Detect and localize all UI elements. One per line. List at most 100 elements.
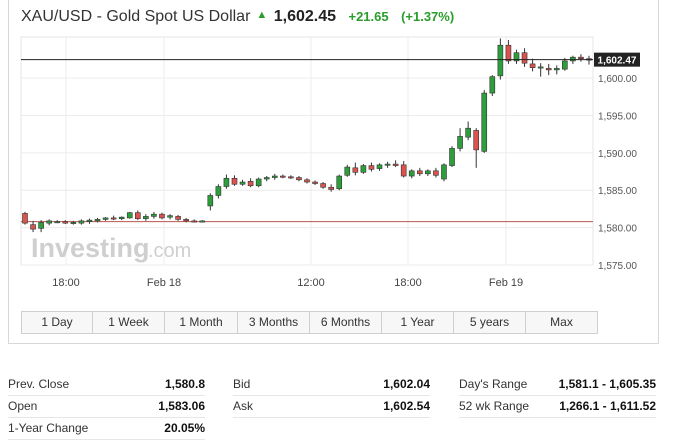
candle-up xyxy=(102,217,109,220)
candle-up xyxy=(513,52,520,62)
candle-up xyxy=(38,222,44,229)
stat-row: Prev. Close 1,580.8 xyxy=(8,374,205,396)
candle-up xyxy=(344,166,351,176)
up-arrow-icon: ▲ xyxy=(256,9,268,21)
candle-down xyxy=(231,177,238,185)
stat-label: 1-Year Change xyxy=(8,421,89,435)
range-1-month[interactable]: 1 Month xyxy=(165,312,238,333)
candle-up xyxy=(143,216,149,219)
current-price-tag xyxy=(594,52,640,67)
stat-row: Day's Range 1,581.1 - 1,605.35 xyxy=(459,374,656,396)
candle-up xyxy=(94,219,101,222)
candle-down xyxy=(296,177,302,181)
range-6-months[interactable]: 6 Months xyxy=(310,312,382,333)
candle-down xyxy=(433,170,439,176)
candle-up xyxy=(570,56,576,62)
stat-row: 52 wk Range 1,266.1 - 1,611.52 xyxy=(459,396,656,418)
candle-up xyxy=(425,170,431,175)
candle-up xyxy=(199,220,206,223)
range-1-year[interactable]: 1 Year xyxy=(382,312,454,333)
stat-value: 1,580.8 xyxy=(164,377,205,391)
candle-down xyxy=(280,175,286,178)
range-3-months[interactable]: 3 Months xyxy=(238,312,310,333)
stat-value: 1,602.04 xyxy=(383,377,430,391)
candle-down xyxy=(529,63,536,68)
chart-widget: XAU/USD - Gold Spot US Dollar ▲ 1,602.45 … xyxy=(8,0,659,344)
range-1-day[interactable]: 1 Day xyxy=(22,312,93,333)
range-5-years[interactable]: 5 years xyxy=(454,312,526,333)
candle-up xyxy=(271,175,278,178)
x-tick-label: 12:00 xyxy=(297,277,325,289)
stats-column-2: Bid 1,602.04 Ask 1,602.54 xyxy=(233,374,430,418)
time-range-selector: 1 Day 1 Week 1 Month 3 Months 6 Months 1 Year… xyxy=(21,311,598,334)
candle-down xyxy=(392,163,399,166)
candlestick-chart[interactable]: 1,600.00 1,595.00 1,590.00 1,585.00 1,580.00… xyxy=(9,0,658,310)
stat-value: 1,266.1 - 1,611.52 xyxy=(559,399,656,413)
stat-value: 1,581.1 - 1,605.35 xyxy=(558,377,656,391)
candle-up xyxy=(481,92,488,152)
y-tick-label: 1,580.00 xyxy=(598,224,637,235)
candle-down xyxy=(22,213,28,224)
stat-label: Bid xyxy=(233,377,251,391)
stat-label: 52 wk Range xyxy=(459,399,530,413)
candle-up xyxy=(457,136,463,149)
stat-label: Prev. Close xyxy=(8,377,70,391)
candle-down xyxy=(159,213,165,219)
quote-header: XAU/USD - Gold Spot US Dollar ▲ 1,602.45 … xyxy=(21,8,454,26)
candle-down xyxy=(521,52,528,64)
candle-up xyxy=(384,163,391,166)
x-tick-label: 18:00 xyxy=(52,277,80,289)
candle-down xyxy=(368,165,375,170)
y-tick-label: 1,575.00 xyxy=(598,261,637,272)
stat-row: 1-Year Change 20.05% xyxy=(8,418,205,440)
stat-value: 1,583.06 xyxy=(158,399,205,413)
stat-row: Open 1,583.06 xyxy=(8,396,205,418)
plot-frame xyxy=(20,36,594,266)
price-change: +21.65 xyxy=(348,9,389,24)
candle-up xyxy=(70,222,77,224)
candle-up xyxy=(255,178,262,187)
investing-watermark-suffix: .com xyxy=(148,240,191,262)
y-tick-label: 1,600.00 xyxy=(598,74,637,85)
candle-up xyxy=(118,216,125,219)
candle-up xyxy=(408,170,415,177)
candle-up xyxy=(167,215,173,218)
candle-down xyxy=(30,224,36,230)
candle-down xyxy=(320,183,326,188)
candle-up xyxy=(497,44,504,77)
price-change-percent: (+1.37%) xyxy=(401,9,455,24)
candle-up xyxy=(376,164,383,169)
candle-up xyxy=(489,76,496,94)
stat-label: Open xyxy=(8,399,38,413)
candle-up xyxy=(54,221,61,224)
candle-up xyxy=(223,177,230,187)
x-tick-label: 18:00 xyxy=(394,277,422,289)
candle-up xyxy=(441,164,447,180)
stat-label: Day's Range xyxy=(459,377,528,391)
candle-down xyxy=(473,130,479,151)
candle-down xyxy=(352,167,359,173)
x-tick-label: Feb 18 xyxy=(147,277,181,289)
candle-up xyxy=(360,165,367,173)
candle-up xyxy=(126,212,133,219)
stats-column-3: Day's Range 1,581.1 - 1,605.35 52 wk Range… xyxy=(459,374,656,418)
y-tick-label: 1,585.00 xyxy=(598,186,637,197)
candle-down xyxy=(328,186,334,190)
candle-down xyxy=(247,180,254,187)
candle-down xyxy=(175,216,181,220)
candle-down xyxy=(505,44,512,62)
last-price: 1,602.45 xyxy=(273,8,337,25)
candle-up xyxy=(46,220,52,224)
candle-down xyxy=(135,212,141,219)
candle-up xyxy=(207,195,214,207)
candle-down xyxy=(183,219,189,222)
candle-down xyxy=(304,179,310,183)
range-max[interactable]: Max xyxy=(550,315,573,329)
candle-up xyxy=(465,127,471,138)
range-1-week[interactable]: 1 Week xyxy=(93,312,165,333)
x-tick-label: Feb 19 xyxy=(489,277,523,289)
stat-row: Ask 1,602.54 xyxy=(233,396,430,418)
candle-up xyxy=(151,213,157,217)
candle-up xyxy=(215,186,222,196)
stat-row: Bid 1,602.04 xyxy=(233,374,430,396)
